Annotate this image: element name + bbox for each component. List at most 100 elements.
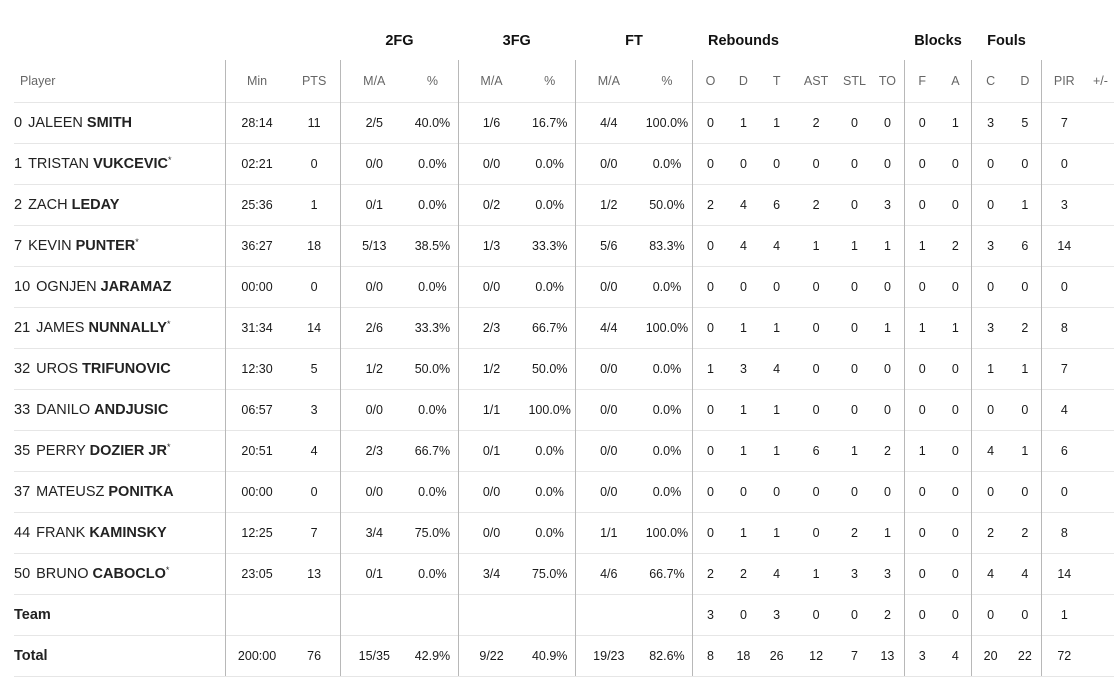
player-first-name: MATEUSZ [36, 484, 105, 500]
stat-ft-ma: 4/4 [574, 102, 642, 144]
stat-fg3-pct: 50.0% [524, 348, 576, 390]
stat-fg3-pct [524, 594, 576, 636]
stat-to: 1 [871, 225, 905, 267]
stat-fg3-pct: 100.0% [524, 389, 576, 431]
stat-to: 0 [871, 266, 905, 308]
player-name-cell[interactable]: 2 ZACH LEDAY [14, 184, 226, 226]
player-row[interactable]: 2 ZACH LEDAY 25:36 1 0/1 0.0% 0/2 0.0% 1/2 50.0% 2… [14, 184, 1114, 226]
stat-reb-d: 1 [727, 389, 759, 431]
stat-reb-t: 1 [759, 512, 795, 554]
stat-foul-d: 0 [1009, 389, 1042, 431]
stat-fg3-ma [457, 594, 525, 636]
player-name-cell[interactable]: 1 TRISTAN VUKCEVIC* [14, 143, 226, 185]
stat-reb-o: 0 [692, 389, 728, 431]
player-name-cell[interactable]: 37 MATEUSZ PONITKA [14, 471, 226, 513]
player-first-name: FRANK [36, 525, 86, 541]
stat-reb-t: 3 [759, 594, 795, 636]
player-row[interactable]: 0 JALEEN SMITH 28:14 11 2/5 40.0% 1/6 16.7% 4/4 1… [14, 102, 1114, 144]
player-row[interactable]: 10 OGNJEN JARAMAZ 00:00 0 0/0 0.0% 0/0 0.0% 0/0 0… [14, 266, 1114, 308]
stat-blk-a: 1 [939, 307, 972, 349]
player-row[interactable]: 35 PERRY DOZIER JR* 20:51 4 2/3 66.7% 0/1 0.0% 0… [14, 430, 1114, 472]
player-name-cell[interactable]: 21 JAMES NUNNALLY* [14, 307, 226, 349]
stat-ft-pct: 0.0% [641, 143, 693, 185]
group-header-fouls: Fouls [987, 33, 1026, 49]
stat-fg3-ma: 1/1 [457, 389, 525, 431]
stat-fg3-pct: 0.0% [524, 430, 576, 472]
stat-reb-d: 0 [727, 594, 759, 636]
stat-reb-d: 3 [727, 348, 759, 390]
stat-reb-t: 1 [759, 102, 795, 144]
stat-stl: 0 [837, 594, 872, 636]
stat-pts: 18 [287, 225, 341, 267]
stat-pts: 5 [287, 348, 341, 390]
player-name-cell[interactable]: 32 UROS TRIFUNOVIC [14, 348, 226, 390]
stat-ast: 0 [794, 143, 838, 185]
stat-ft-ma: 0/0 [574, 266, 642, 308]
stat-blk-a: 0 [939, 594, 972, 636]
stat-ft-ma: 0/0 [574, 348, 642, 390]
player-row[interactable]: 1 TRISTAN VUKCEVIC* 02:21 0 0/0 0.0% 0/0 0.0% 0/… [14, 143, 1114, 185]
stat-min: 23:05 [225, 553, 288, 595]
player-name-cell[interactable]: 0 JALEEN SMITH [14, 102, 226, 144]
stat-blk-f: 0 [903, 553, 940, 595]
stat-fg3-pct: 0.0% [524, 266, 576, 308]
stat-reb-d: 0 [727, 471, 759, 513]
stat-blk-f: 0 [903, 184, 940, 226]
stat-foul-c: 0 [971, 184, 1010, 226]
player-name-cell[interactable]: 7 KEVIN PUNTER* [14, 225, 226, 267]
stat-ft-pct: 66.7% [641, 553, 693, 595]
stat-foul-c: 0 [971, 143, 1010, 185]
col-header-reb-t: T [772, 74, 781, 88]
stat-pts: 0 [287, 471, 341, 513]
player-last-name: PONITKA [108, 484, 174, 500]
stat-fg3-ma: 0/0 [457, 512, 525, 554]
player-last-name: JARAMAZ [100, 279, 172, 295]
stat-reb-o: 0 [692, 266, 728, 308]
player-last-name: LEDAY [71, 197, 120, 213]
player-row[interactable]: 50 BRUNO CABOCLO* 23:05 13 0/1 0.0% 3/4 75.0% 4/… [14, 553, 1114, 595]
stat-to: 0 [871, 143, 905, 185]
player-row[interactable]: 7 KEVIN PUNTER* 36:27 18 5/13 38.5% 1/3 33.3% 5/… [14, 225, 1114, 267]
player-row[interactable]: 21 JAMES NUNNALLY* 31:34 14 2/6 33.3% 2/3 66.7%… [14, 307, 1114, 349]
player-number: 21 [14, 320, 31, 336]
stat-plusminus [1086, 512, 1114, 554]
stat-foul-d: 1 [1009, 184, 1042, 226]
player-name-cell[interactable]: 50 BRUNO CABOCLO* [14, 553, 226, 595]
stat-fg2-ma: 2/5 [340, 102, 408, 144]
col-header-2fg-pct: % [426, 74, 438, 88]
group-header-ft: FT [625, 33, 643, 49]
col-header-reb-d: D [738, 74, 748, 88]
stat-fg2-ma: 3/4 [340, 512, 408, 554]
player-name-cell[interactable]: 44 FRANK KAMINSKY [14, 512, 226, 554]
player-name-cell[interactable]: 10 OGNJEN JARAMAZ [14, 266, 226, 308]
col-header-ast: AST [803, 74, 829, 88]
stat-foul-c: 3 [971, 102, 1010, 144]
player-name-cell[interactable]: 33 DANILO ANDJUSIC [14, 389, 226, 431]
stat-pir: 7 [1040, 102, 1087, 144]
stat-pir: 3 [1040, 184, 1087, 226]
stat-ast: 12 [794, 635, 838, 677]
stat-fg2-pct: 0.0% [407, 389, 459, 431]
player-row[interactable]: 37 MATEUSZ PONITKA 00:00 0 0/0 0.0% 0/0 0.0% 0/0… [14, 471, 1114, 513]
starter-marker: * [166, 319, 171, 329]
stat-fg3-pct: 0.0% [524, 471, 576, 513]
stat-plusminus [1086, 184, 1114, 226]
stat-ft-ma: 4/6 [574, 553, 642, 595]
stat-ft-pct: 50.0% [641, 184, 693, 226]
stat-foul-c: 0 [971, 471, 1010, 513]
stat-reb-o: 2 [692, 184, 728, 226]
stat-ft-pct: 0.0% [641, 471, 693, 513]
stat-to: 1 [871, 512, 905, 554]
stat-blk-a: 4 [939, 635, 972, 677]
stat-fg2-pct: 66.7% [407, 430, 459, 472]
stat-foul-d: 0 [1009, 266, 1042, 308]
stat-ast: 2 [794, 184, 838, 226]
player-row[interactable]: 32 UROS TRIFUNOVIC 12:30 5 1/2 50.0% 1/2 50.0% 0… [14, 348, 1114, 390]
player-row[interactable]: 44 FRANK KAMINSKY 12:25 7 3/4 75.0% 0/0 0.0% 1/1… [14, 512, 1114, 554]
player-row[interactable]: 33 DANILO ANDJUSIC 06:57 3 0/0 0.0% 1/1 100.0% 0… [14, 389, 1114, 431]
player-name-cell[interactable]: 35 PERRY DOZIER JR* [14, 430, 226, 472]
starter-marker: * [168, 155, 172, 165]
stat-foul-d: 2 [1009, 512, 1042, 554]
stat-blk-f: 1 [903, 430, 940, 472]
stat-plusminus [1086, 348, 1114, 390]
